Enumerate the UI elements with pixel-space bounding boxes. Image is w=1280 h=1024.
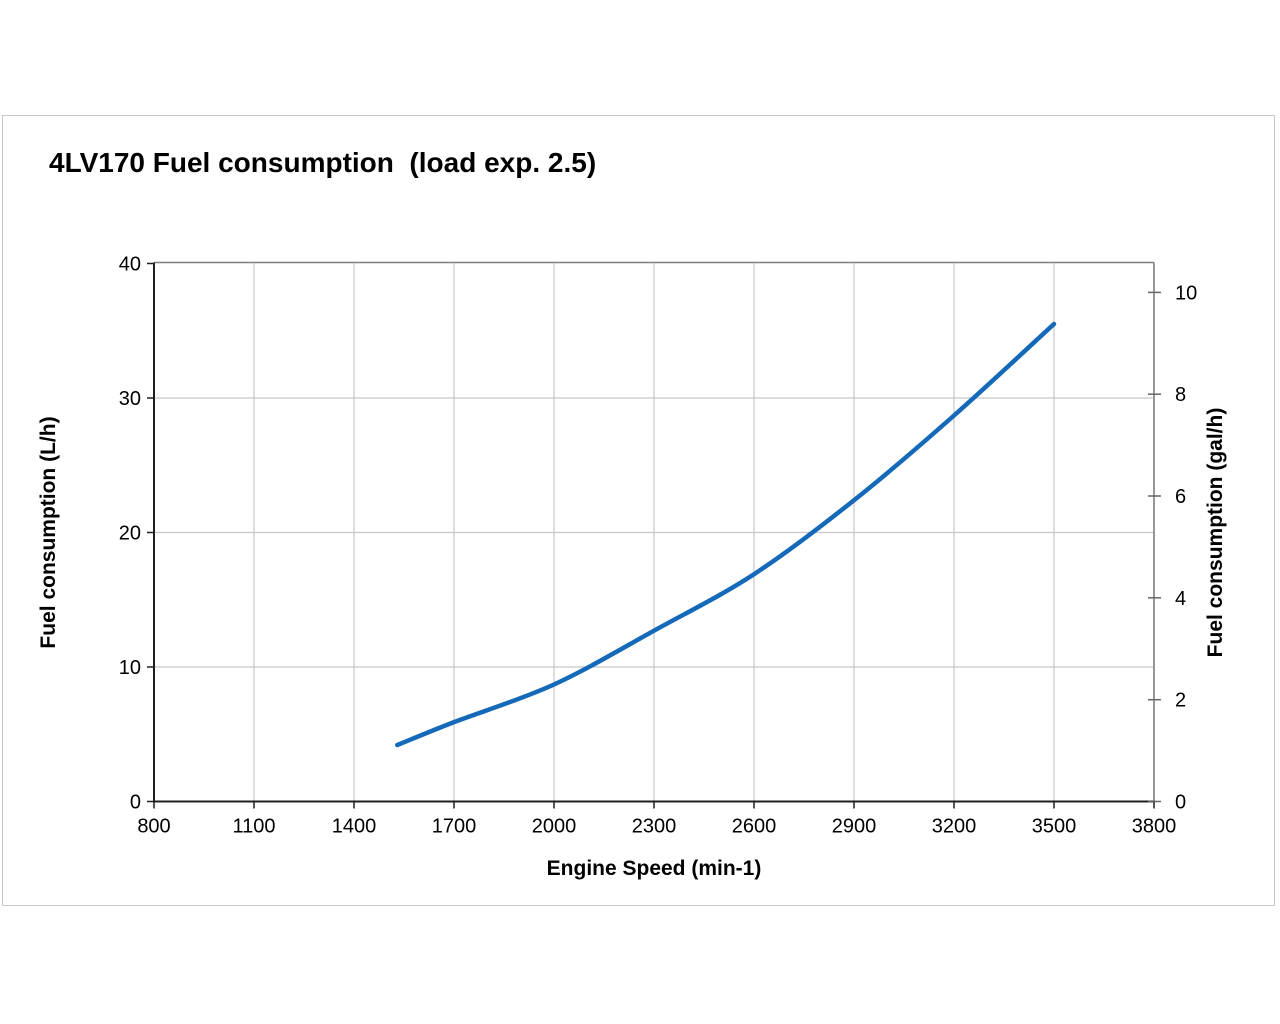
y-right-tick-label: 4 bbox=[1175, 588, 1186, 610]
x-tick-label: 800 bbox=[137, 816, 170, 838]
y-right-tick-label: 6 bbox=[1175, 486, 1186, 508]
y-right-tick-label: 10 bbox=[1175, 282, 1197, 304]
y-left-tick-label: 10 bbox=[119, 657, 141, 679]
y-right-ticks-and-labels: 0 2 4 6 8 10 bbox=[1148, 282, 1197, 814]
chart-title: 4LV170 Fuel consumption (load exp. 2.5) bbox=[49, 147, 597, 178]
x-tick-label: 3500 bbox=[1032, 816, 1077, 838]
chart-canvas: 4LV170 Fuel consumption (load exp. 2.5) … bbox=[2, 115, 1275, 906]
y-right-tick-label: 8 bbox=[1175, 384, 1186, 406]
fuel-consumption-curve bbox=[395, 321, 1057, 748]
y-left-tick-label: 0 bbox=[130, 792, 141, 814]
y-left-tick-label: 20 bbox=[119, 523, 141, 545]
x-tick-label: 1700 bbox=[432, 816, 477, 838]
y-left-tick-label: 30 bbox=[119, 388, 141, 410]
y-right-axis-title: Fuel consumption (gal/h) bbox=[1204, 408, 1227, 658]
y-left-ticks-and-labels: 0 10 20 30 40 bbox=[119, 254, 154, 814]
x-tick-label: 2000 bbox=[532, 816, 577, 838]
fuel-consumption-plot: 800 1100 1400 1700 2000 2300 2600 2900 3200 3500 3… bbox=[37, 254, 1227, 881]
x-tick-label: 2900 bbox=[832, 816, 877, 838]
y-left-axis-title: Fuel consumption (L/h) bbox=[37, 416, 60, 648]
y-left-tick-label: 40 bbox=[119, 254, 141, 276]
x-tick-label: 1100 bbox=[232, 816, 275, 838]
x-axis-ticks-and-labels: 800 1100 1400 1700 2000 2300 2600 2900 3200 3500 3… bbox=[137, 801, 1177, 838]
x-tick-label: 2600 bbox=[732, 816, 777, 838]
x-tick-label: 3800 bbox=[1132, 816, 1177, 838]
x-axis-title: Engine Speed (min-1) bbox=[547, 857, 762, 880]
y-gridlines bbox=[154, 397, 1154, 668]
y-right-tick-label: 2 bbox=[1175, 690, 1186, 712]
x-tick-label: 3200 bbox=[932, 816, 977, 838]
y-right-tick-label: 0 bbox=[1175, 792, 1186, 814]
x-tick-label: 1400 bbox=[332, 816, 377, 838]
x-tick-label: 2300 bbox=[632, 816, 677, 838]
